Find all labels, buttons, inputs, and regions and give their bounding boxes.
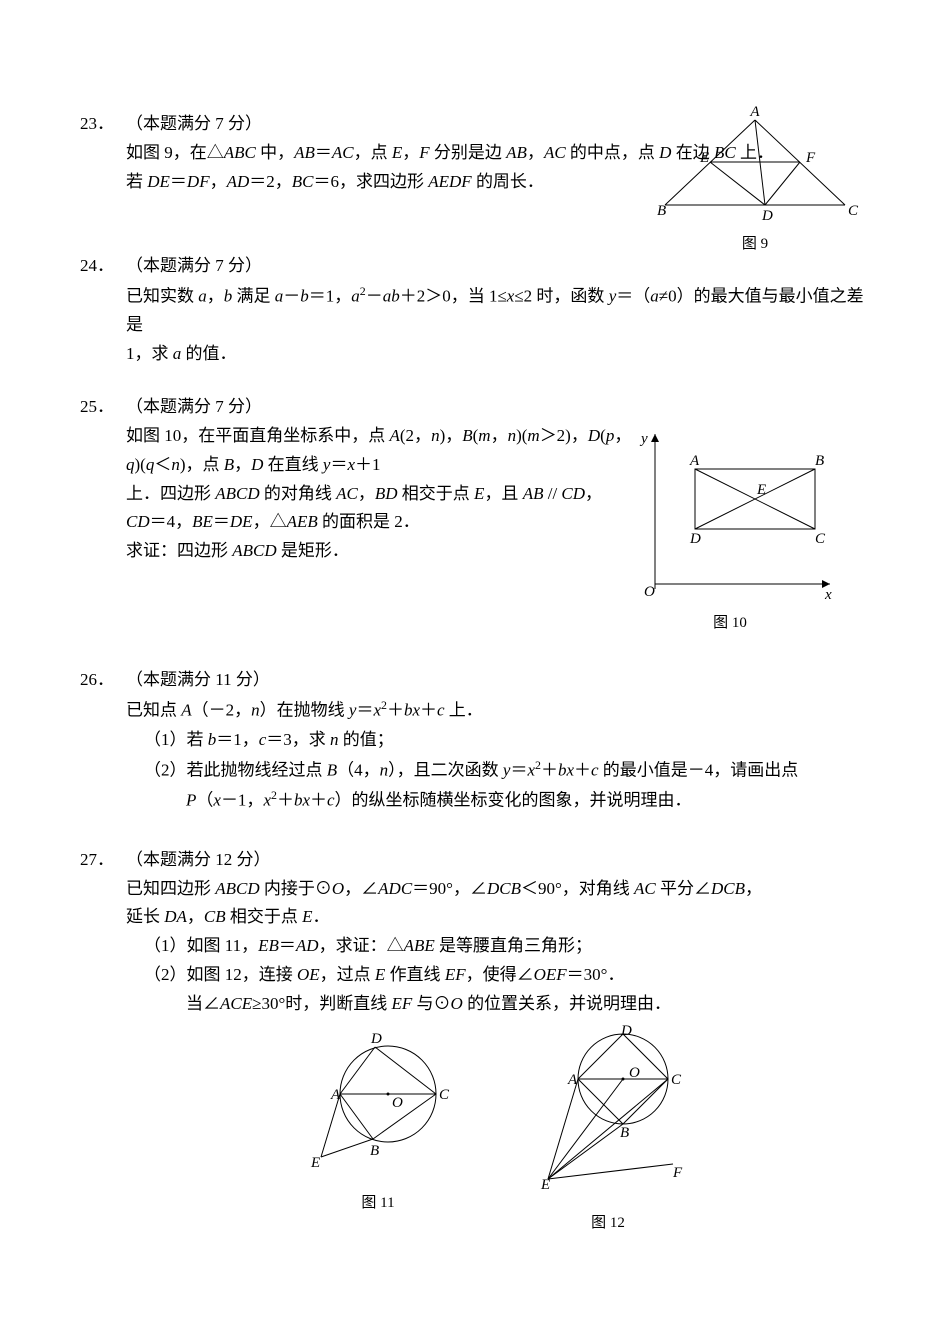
svg-text:D: D (761, 208, 773, 224)
q26-line1: 已知点 A（－2，n）在抛物线 y＝x2＋bx＋c 上． (126, 695, 870, 726)
svg-text:C: C (439, 1087, 450, 1103)
q27-p2: （2）如图 12，连接 OE，过点 E 作直线 EF，使得∠OEF＝30°． (144, 961, 870, 990)
figure-9: A E F B D C 图 9 (640, 110, 870, 257)
q25-num: 25． (80, 393, 126, 422)
problem-26: 26． （本题满分 11 分） 已知点 A（－2，n）在抛物线 y＝x2＋bx＋… (80, 666, 870, 815)
q27-head: （本题满分 12 分） (126, 846, 271, 875)
fig10-label: 图 10 (620, 611, 840, 637)
svg-text:D: D (689, 531, 701, 547)
problem-23: 23． （本题满分 7 分） 如图 9，在△ABC 中，AB＝AC，点 E，F … (80, 110, 870, 197)
figures-11-12: O D A C B E (126, 1029, 870, 1236)
svg-text:C: C (671, 1072, 682, 1088)
q25-line2: 上．四边形 ABCD 的对角线 AC，BD 相交于点 E，且 AB // CD， (126, 480, 640, 509)
q27-num: 27． (80, 846, 126, 875)
q26-head: （本题满分 11 分） (126, 666, 270, 695)
q27-line2: 延长 DA，CB 相交于点 E． (126, 903, 870, 932)
q27-p1: （1）如图 11，EB＝AD，求证：△ABE 是等腰直角三角形； (144, 932, 870, 961)
svg-text:A: A (689, 453, 700, 469)
page: 23． （本题满分 7 分） 如图 9，在△ABC 中，AB＝AC，点 E，F … (0, 0, 950, 1300)
q26-p2: （2）若此抛物线经过点 B（4，n），且二次函数 y＝x2＋bx＋c 的最小值是… (144, 755, 870, 786)
q24-body: 已知实数 a，b 满足 a－b＝1，a2－ab＋2＞0，当 1≤x≤2 时，函数… (126, 281, 870, 369)
q24-line2: 1，求 a 的值． (126, 340, 870, 369)
figure-12: O D A C B E F (513, 1029, 703, 1236)
q26-body: 已知点 A（－2，n）在抛物线 y＝x2＋bx＋c 上． （1）若 b＝1，c＝… (126, 695, 870, 816)
q25-line4: 求证：四边形 ABCD 是矩形． (126, 537, 640, 566)
q26-p1: （1）若 b＝1，c＝3，求 n 的值； (144, 726, 870, 755)
q27-body: 已知四边形 ABCD 内接于⊙O，∠ADC＝90°，∠DCB＜90°，对角线 A… (126, 875, 870, 1237)
q26-p3: P（x－1，x2＋bx＋c）的纵坐标随横坐标变化的图象，并说明理由． (186, 785, 870, 816)
svg-text:C: C (848, 203, 859, 219)
fig11-label: 图 11 (293, 1191, 463, 1217)
q25-line3: CD＝4，BE＝DE，△AEB 的面积是 2． (126, 508, 640, 537)
q25-head: （本题满分 7 分） (126, 393, 262, 422)
fig12-label: 图 12 (513, 1211, 703, 1237)
q23-num: 23． (80, 110, 126, 139)
figure-10: A B D C E O x y 图 10 (620, 429, 840, 636)
svg-text:B: B (370, 1143, 379, 1159)
q24-line1: 已知实数 a，b 满足 a－b＝1，a2－ab＋2＞0，当 1≤x≤2 时，函数… (126, 281, 870, 340)
svg-text:B: B (657, 203, 666, 219)
svg-text:E: E (699, 150, 709, 166)
q24-num: 24． (80, 252, 126, 281)
svg-text:E: E (756, 482, 766, 498)
q26-num: 26． (80, 666, 126, 695)
svg-text:O: O (644, 584, 655, 600)
q27-p3: 当∠ACE≥30°时，判断直线 EF 与⊙O 的位置关系，并说明理由． (186, 990, 870, 1019)
svg-text:F: F (672, 1165, 683, 1181)
q24-head: （本题满分 7 分） (126, 252, 262, 281)
q25-line1: 如图 10，在平面直角坐标系中，点 A(2，n)，B(m，n)(m＞2)，D(p… (126, 422, 640, 480)
svg-text:B: B (620, 1125, 629, 1141)
problem-25: 25． （本题满分 7 分） 如图 10，在平面直角坐标系中，点 A(2，n)，… (80, 393, 870, 566)
svg-text:E: E (310, 1155, 320, 1171)
svg-text:y: y (639, 431, 648, 447)
problem-24: 24． （本题满分 7 分） 已知实数 a，b 满足 a－b＝1，a2－ab＋2… (80, 252, 870, 369)
svg-text:A: A (749, 104, 760, 120)
figure-11: O D A C B E (293, 1029, 463, 1236)
problem-27: 27． （本题满分 12 分） 已知四边形 ABCD 内接于⊙O，∠ADC＝90… (80, 846, 870, 1237)
svg-text:F: F (805, 150, 816, 166)
svg-text:D: D (370, 1031, 382, 1047)
svg-text:C: C (815, 531, 826, 547)
svg-text:O: O (392, 1095, 403, 1111)
svg-text:x: x (824, 587, 832, 603)
svg-text:B: B (815, 453, 824, 469)
q23-head: （本题满分 7 分） (126, 110, 262, 139)
q27-line1: 已知四边形 ABCD 内接于⊙O，∠ADC＝90°，∠DCB＜90°，对角线 A… (126, 875, 870, 904)
